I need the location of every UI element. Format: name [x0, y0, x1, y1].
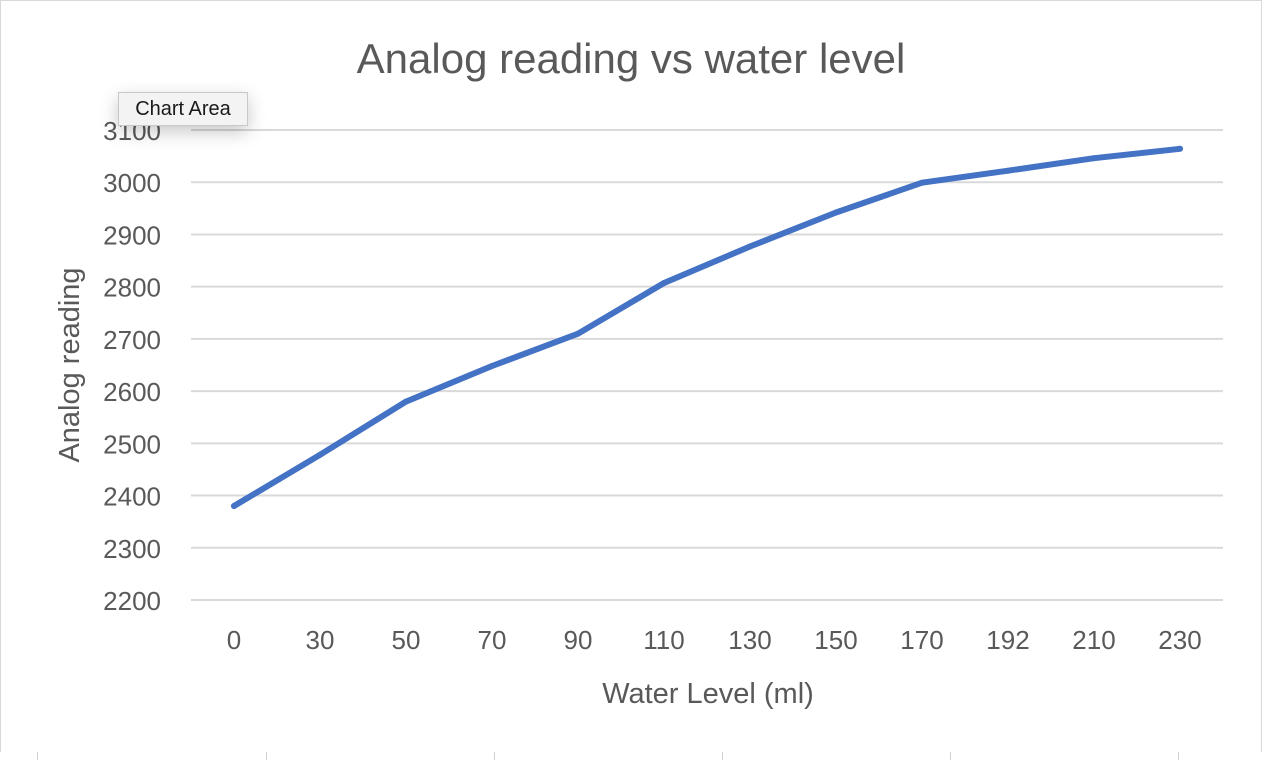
- x-tick-label: 110: [643, 625, 684, 655]
- x-tick-label: 30: [306, 625, 335, 655]
- data-point[interactable]: [317, 451, 323, 458]
- data-point[interactable]: [1091, 155, 1097, 162]
- tooltip-label: Chart Area: [135, 97, 231, 120]
- x-tick-label: 50: [392, 625, 421, 655]
- y-tick-label: 2700: [103, 325, 161, 355]
- column-divider: [494, 752, 495, 760]
- y-tick-label: 3000: [103, 168, 161, 198]
- column-divider: [37, 752, 38, 760]
- chart-title: Analog reading vs water level: [357, 35, 906, 82]
- column-divider: [950, 752, 951, 760]
- y-tick-label: 2900: [103, 220, 161, 250]
- column-divider: [722, 752, 723, 760]
- column-divider: [1178, 752, 1179, 760]
- x-tick-label: 210: [1072, 625, 1115, 655]
- series-layer: [231, 145, 1183, 509]
- x-axis-ticks: 0 30 50 70 90 110 130 150 170 192 210 230: [227, 625, 1202, 655]
- x-tick-label: 192: [986, 625, 1029, 655]
- y-tick-label: 2500: [103, 429, 161, 459]
- series-line[interactable]: [231, 145, 1183, 509]
- data-point[interactable]: [661, 280, 667, 287]
- y-tick-label: 2400: [103, 482, 161, 512]
- data-point[interactable]: [919, 179, 925, 186]
- data-point[interactable]: [489, 363, 495, 370]
- data-point[interactable]: [747, 243, 753, 250]
- y-tick-label: 2200: [103, 586, 161, 616]
- y-tick-label: 2600: [103, 377, 161, 407]
- chart-area-tooltip: Chart Area: [118, 92, 248, 126]
- y-tick-label: 2800: [103, 273, 161, 303]
- x-tick-label: 230: [1158, 625, 1201, 655]
- x-tick-label: 170: [900, 625, 943, 655]
- y-tick-label: 2300: [103, 534, 161, 564]
- x-tick-label: 90: [564, 625, 593, 655]
- x-tick-label: 0: [227, 625, 241, 655]
- data-point[interactable]: [403, 398, 409, 405]
- x-tick-label: 70: [478, 625, 507, 655]
- x-tick-label: 150: [814, 625, 857, 655]
- column-divider: [266, 752, 267, 760]
- data-point[interactable]: [833, 209, 839, 216]
- gridlines: [191, 129, 1223, 601]
- x-tick-label: 130: [728, 625, 771, 655]
- x-axis-label: Water Level (ml): [602, 678, 814, 710]
- data-point[interactable]: [575, 330, 581, 337]
- data-point[interactable]: [231, 503, 237, 509]
- bottom-strip: [0, 752, 1262, 760]
- data-point[interactable]: [1177, 145, 1183, 152]
- y-axis-label: Analog reading: [54, 267, 86, 462]
- data-point[interactable]: [1005, 167, 1011, 174]
